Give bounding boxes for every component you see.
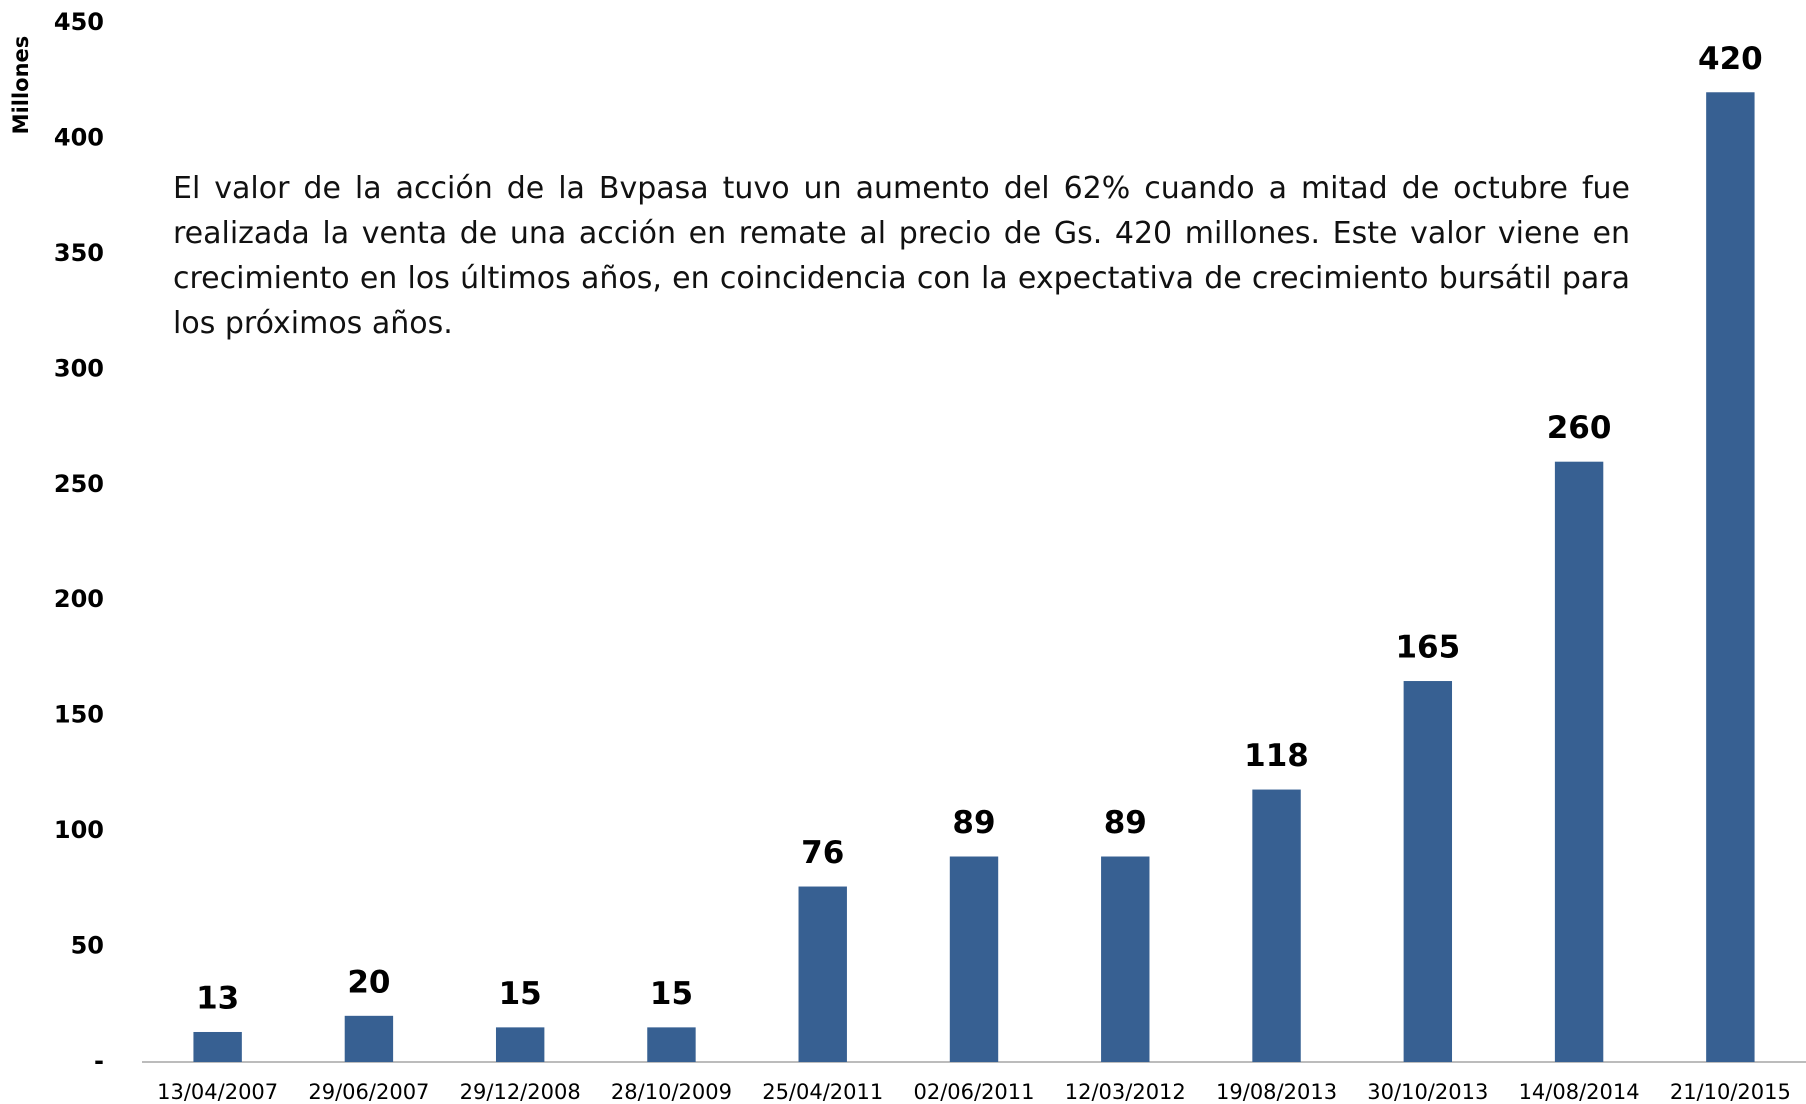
bar — [798, 886, 847, 1062]
value-label: 89 — [1104, 805, 1147, 841]
y-axis-label: Millones — [9, 36, 33, 135]
bar — [1554, 461, 1604, 1062]
x-tick-label: 29/12/2008 — [460, 1080, 581, 1104]
value-label: 76 — [801, 835, 844, 871]
y-tick-label: 350 — [54, 239, 104, 267]
x-tick-label: 21/10/2015 — [1670, 1080, 1791, 1104]
value-label: 13 — [196, 980, 239, 1016]
value-label: 165 — [1395, 630, 1460, 666]
value-label: 260 — [1547, 410, 1612, 446]
value-label: 15 — [499, 976, 542, 1012]
value-label: 420 — [1698, 41, 1763, 77]
x-tick-label: 14/08/2014 — [1519, 1080, 1640, 1104]
bar — [344, 1015, 394, 1062]
bar — [495, 1027, 545, 1062]
y-tick-label: 200 — [54, 585, 104, 613]
bar — [1101, 856, 1150, 1062]
value-label: 15 — [650, 976, 693, 1012]
y-tick-label: 100 — [54, 816, 104, 844]
bar — [647, 1027, 696, 1062]
x-tick-label: 29/06/2007 — [308, 1080, 429, 1104]
y-tick-label: 400 — [54, 123, 104, 151]
bar — [1403, 681, 1453, 1062]
x-tick-label: 13/04/2007 — [157, 1080, 278, 1104]
x-tick-label: 25/04/2011 — [762, 1080, 883, 1104]
y-tick-label: 250 — [54, 470, 104, 498]
value-label: 20 — [347, 964, 390, 1000]
x-tick-label: 28/10/2009 — [611, 1080, 732, 1104]
bar — [1252, 789, 1301, 1062]
x-tick-label: 12/03/2012 — [1065, 1080, 1186, 1104]
bar — [1706, 92, 1755, 1063]
value-label: 89 — [952, 805, 995, 841]
x-tick-label: 02/06/2011 — [913, 1080, 1034, 1104]
value-label: 118 — [1244, 738, 1309, 774]
x-tick-label: 30/10/2013 — [1367, 1080, 1488, 1104]
bar — [193, 1031, 242, 1062]
y-tick-label: 50 — [71, 932, 104, 960]
y-tick-label: 150 — [54, 701, 104, 729]
x-tick-label: 19/08/2013 — [1216, 1080, 1337, 1104]
bar — [949, 856, 999, 1062]
y-tick-label: - — [94, 1047, 104, 1075]
annotation: El valor de la acción de la Bvpasa tuvo … — [173, 171, 1630, 341]
y-tick-label: 300 — [54, 354, 104, 382]
y-tick-label: 450 — [54, 8, 104, 36]
